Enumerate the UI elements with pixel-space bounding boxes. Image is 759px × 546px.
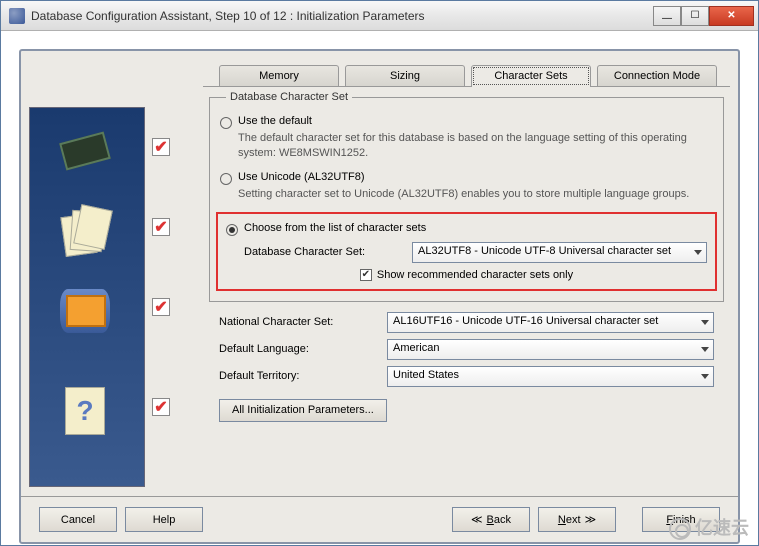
step-3-check-icon: [152, 298, 170, 316]
tab-connection-mode[interactable]: Connection Mode: [597, 65, 717, 87]
option-label: Use Unicode (AL32UTF8): [238, 171, 365, 183]
default-territory-dropdown[interactable]: United States: [387, 366, 714, 387]
default-language-label: Default Language:: [219, 343, 387, 355]
dropdown-value: American: [393, 342, 439, 354]
radio-icon: [220, 117, 232, 129]
app-icon: [9, 8, 25, 24]
maximize-button[interactable]: [681, 6, 709, 26]
checkbox-icon: [360, 269, 372, 281]
option-use-unicode-desc: Setting character set to Unicode (AL32UT…: [238, 187, 713, 202]
window-controls: [653, 6, 754, 26]
sidebar-step-help-icon: ?: [50, 383, 120, 438]
database-charset-group: Database Character Set Use the default T…: [209, 91, 724, 302]
tab-content: Database Character Set Use the default T…: [203, 86, 730, 482]
step-2-check-icon: [152, 218, 170, 236]
button-label: Cancel: [61, 514, 95, 526]
option-label: Use the default: [238, 115, 312, 127]
cancel-button[interactable]: Cancel: [39, 507, 117, 532]
dropdown-value: AL32UTF8 - Unicode UTF-8 Universal chara…: [418, 245, 671, 257]
back-arrow-icon: ≪: [471, 513, 483, 526]
next-arrow-icon: ≫: [585, 513, 597, 526]
national-charset-label: National Character Set:: [219, 316, 387, 328]
default-territory-label: Default Territory:: [219, 370, 387, 382]
highlighted-selection: Choose from the list of character sets D…: [216, 212, 717, 291]
national-charset-dropdown[interactable]: AL16UTF16 - Unicode UTF-16 Universal cha…: [387, 312, 714, 333]
minimize-button[interactable]: [653, 6, 681, 26]
db-charset-label: Database Character Set:: [244, 246, 412, 258]
option-use-default-desc: The default character set for this datab…: [238, 131, 713, 161]
wizard-panel: ? Memory Sizing Character Sets Connectio…: [19, 49, 740, 544]
option-choose-from-list[interactable]: Choose from the list of character sets: [226, 222, 707, 236]
radio-icon: [220, 173, 232, 185]
radio-icon: [226, 224, 238, 236]
option-use-unicode[interactable]: Use Unicode (AL32UTF8): [220, 171, 713, 185]
wizard-sidebar: ?: [29, 107, 145, 487]
next-button[interactable]: Next ≫: [538, 507, 616, 532]
button-label: All Initialization Parameters...: [232, 404, 374, 416]
dropdown-value: United States: [393, 369, 459, 381]
db-charset-dropdown[interactable]: AL32UTF8 - Unicode UTF-8 Universal chara…: [412, 242, 707, 263]
step-4-check-icon: [152, 398, 170, 416]
wizard-button-bar: Cancel Help ≪ Back Next ≫ Finish: [21, 496, 738, 542]
help-button[interactable]: Help: [125, 507, 203, 532]
close-button[interactable]: [709, 6, 754, 26]
group-legend: Database Character Set: [226, 91, 352, 103]
button-label: Help: [153, 514, 176, 526]
default-language-dropdown[interactable]: American: [387, 339, 714, 360]
sidebar-step-chip-icon: [50, 123, 120, 178]
dropdown-value: AL16UTF16 - Unicode UTF-16 Universal cha…: [393, 315, 658, 327]
window-frame: Database Configuration Assistant, Step 1…: [0, 0, 759, 546]
tab-sizing[interactable]: Sizing: [345, 65, 465, 87]
back-button[interactable]: ≪ Back: [452, 507, 530, 532]
window-title: Database Configuration Assistant, Step 1…: [31, 9, 653, 23]
button-label: Next: [558, 514, 581, 526]
tab-bar: Memory Sizing Character Sets Connection …: [219, 65, 717, 87]
sidebar-step-storage-icon: [50, 283, 120, 338]
button-label: Back: [487, 514, 511, 526]
sidebar-step-documents-icon: [50, 203, 120, 258]
show-recommended-row[interactable]: Show recommended character sets only: [226, 269, 707, 281]
tab-memory[interactable]: Memory: [219, 65, 339, 87]
option-use-default[interactable]: Use the default: [220, 115, 713, 129]
tab-character-sets[interactable]: Character Sets: [471, 65, 591, 87]
option-label: Choose from the list of character sets: [244, 222, 426, 234]
finish-button[interactable]: Finish: [642, 507, 720, 532]
titlebar: Database Configuration Assistant, Step 1…: [1, 1, 758, 31]
all-init-params-button[interactable]: All Initialization Parameters...: [219, 399, 387, 422]
step-1-check-icon: [152, 138, 170, 156]
additional-fields: National Character Set: AL16UTF16 - Unic…: [219, 312, 714, 387]
checkbox-label: Show recommended character sets only: [377, 269, 573, 281]
button-label: Finish: [666, 514, 695, 526]
